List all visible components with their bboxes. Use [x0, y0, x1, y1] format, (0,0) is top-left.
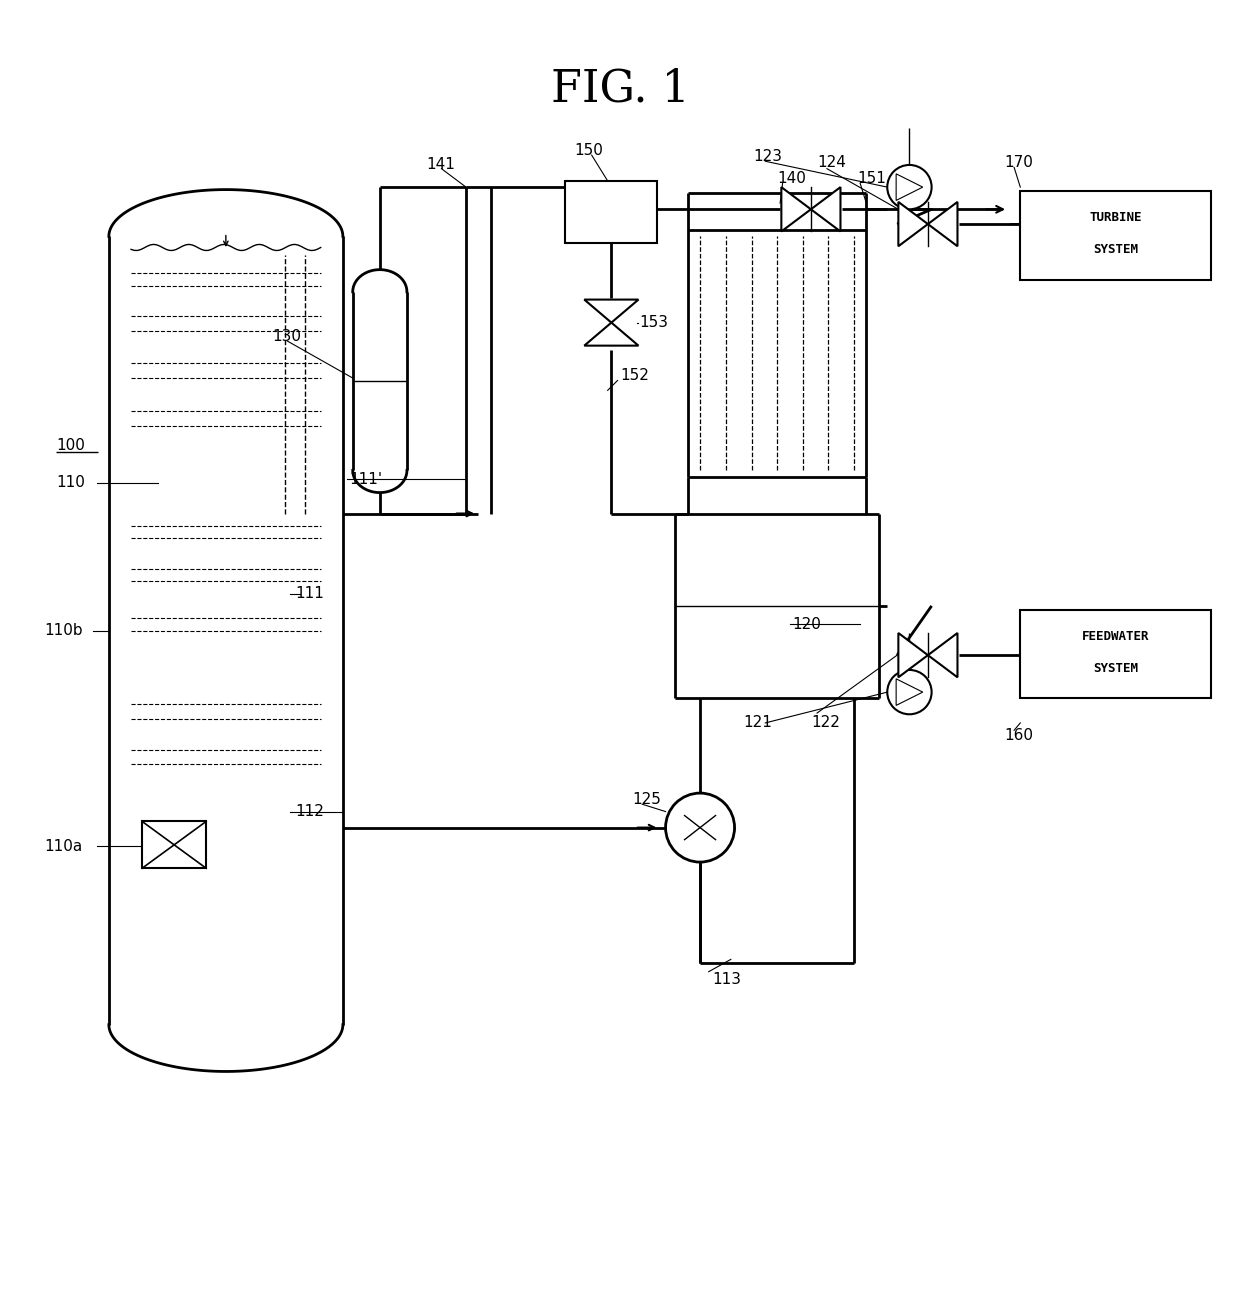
Text: 141: 141	[427, 157, 455, 173]
Polygon shape	[898, 202, 928, 247]
Text: 153: 153	[640, 315, 668, 330]
Text: SYSTEM: SYSTEM	[1094, 244, 1138, 257]
Text: FEEDWATER: FEEDWATER	[1083, 631, 1149, 644]
Text: 111': 111'	[348, 471, 382, 487]
Circle shape	[888, 670, 931, 714]
Text: 112: 112	[295, 803, 324, 819]
Polygon shape	[928, 202, 957, 247]
Text: 151: 151	[858, 171, 887, 186]
Polygon shape	[898, 633, 928, 678]
Text: 121: 121	[743, 715, 773, 731]
Bar	[564, 180, 657, 243]
Text: 123: 123	[753, 149, 782, 164]
Text: 120: 120	[792, 617, 821, 632]
Bar	[1021, 610, 1211, 698]
Text: 125: 125	[632, 792, 661, 807]
Text: 130: 130	[273, 328, 301, 344]
Text: 170: 170	[1004, 154, 1033, 170]
Circle shape	[666, 793, 734, 862]
Text: 110: 110	[56, 475, 84, 491]
Text: 124: 124	[817, 154, 846, 170]
Bar	[143, 822, 206, 868]
Text: 122: 122	[811, 715, 839, 731]
Text: 110a: 110a	[45, 839, 83, 854]
Text: FIG. 1: FIG. 1	[551, 67, 689, 110]
Text: 152: 152	[620, 369, 649, 383]
Text: SYSTEM: SYSTEM	[1094, 662, 1138, 675]
Text: 111: 111	[295, 587, 324, 601]
Polygon shape	[781, 187, 811, 231]
Text: TURBINE: TURBINE	[1090, 212, 1142, 225]
Polygon shape	[897, 174, 923, 200]
Text: 113: 113	[712, 972, 742, 986]
Text: 140: 140	[777, 171, 806, 186]
Circle shape	[888, 165, 931, 209]
Polygon shape	[584, 323, 639, 345]
Text: 100: 100	[56, 439, 84, 453]
Polygon shape	[928, 633, 957, 678]
Polygon shape	[811, 187, 841, 231]
Text: 160: 160	[1004, 728, 1033, 742]
Polygon shape	[897, 679, 923, 705]
Text: 110b: 110b	[45, 623, 83, 639]
Bar	[1021, 191, 1211, 279]
Polygon shape	[584, 300, 639, 323]
Text: 150: 150	[574, 143, 604, 157]
